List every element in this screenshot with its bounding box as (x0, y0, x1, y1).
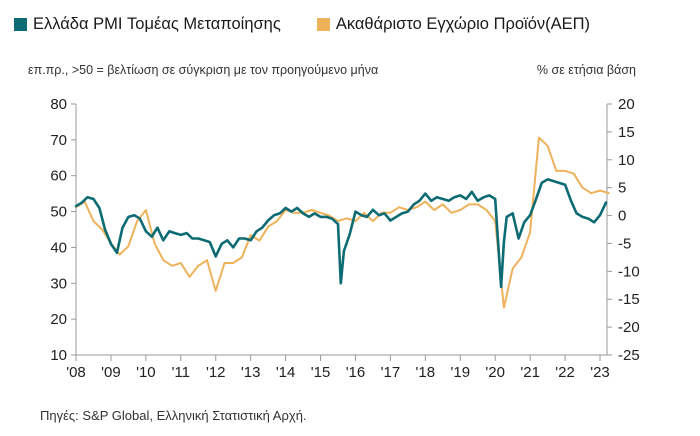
right-tick-label: -20 (618, 319, 640, 336)
left-axis-note: επ.πρ., >50 = βελτίωση σε σύγκριση με το… (28, 63, 379, 77)
x-tick-label: '10 (136, 364, 156, 381)
right-tick-label: -5 (618, 235, 631, 252)
legend-item-gdp: Ακαθάριστο Εγχώριο Προϊόν(ΑΕΠ) (316, 14, 591, 34)
right-axis-note: % σε ετήσια βάση (536, 63, 636, 77)
x-tick-label: '23 (590, 364, 610, 381)
x-tick-label: '08 (66, 364, 86, 381)
x-tick-label: '19 (450, 364, 470, 381)
x-tick-label: '20 (485, 364, 505, 381)
x-tick-label: '09 (101, 364, 121, 381)
gdp-series-line (75, 136, 610, 309)
right-tick-label: 15 (618, 124, 635, 141)
right-tick-label: 0 (618, 208, 626, 225)
legend: Ελλάδα PMI Τομέας Μεταποίησης Ακαθάριστο… (14, 12, 626, 36)
left-tick-label: 60 (50, 168, 67, 185)
x-tick-label: '16 (346, 364, 366, 381)
left-tick-label: 30 (50, 275, 67, 292)
x-tick-label: '15 (311, 364, 331, 381)
pmi-series-line (74, 178, 608, 289)
left-tick-label: 80 (50, 96, 67, 113)
x-tick-label: '17 (381, 364, 401, 381)
left-tick-label: 40 (50, 239, 67, 256)
right-tick-label: 5 (618, 180, 626, 197)
pmi-legend-swatch (14, 17, 27, 31)
x-tick-label: '13 (241, 364, 261, 381)
legend-item-pmi: Ελλάδα PMI Τομέας Μεταποίησης (14, 15, 281, 34)
right-tick-label: -25 (618, 347, 640, 364)
right-tick-label: 20 (618, 96, 635, 113)
gdp-legend-label: Ακαθάριστο Εγχώριο Προϊόν(ΑΕΠ) (335, 14, 591, 33)
left-tick-label: 10 (50, 347, 67, 364)
x-tick-label: '22 (555, 364, 575, 381)
x-tick-label: '12 (206, 364, 226, 381)
pmi-legend-label: Ελλάδα PMI Τομέας Μεταποίησης (33, 14, 281, 33)
x-tick-label: '18 (416, 364, 436, 381)
x-tick-label: '11 (172, 364, 190, 381)
left-tick-label: 70 (50, 132, 67, 149)
left-tick-label: 20 (50, 311, 67, 328)
left-tick-label: 50 (50, 204, 67, 221)
x-tick-label: '21 (520, 364, 540, 381)
source-note: Πηγές: S&P Global, Ελληνική Στατιστική Α… (40, 408, 307, 423)
right-tick-label: -10 (618, 263, 640, 280)
right-tick-label: 10 (618, 152, 635, 169)
x-tick-label: '14 (276, 364, 296, 381)
gdp-legend-swatch (316, 17, 330, 31)
right-tick-label: -15 (618, 291, 640, 308)
